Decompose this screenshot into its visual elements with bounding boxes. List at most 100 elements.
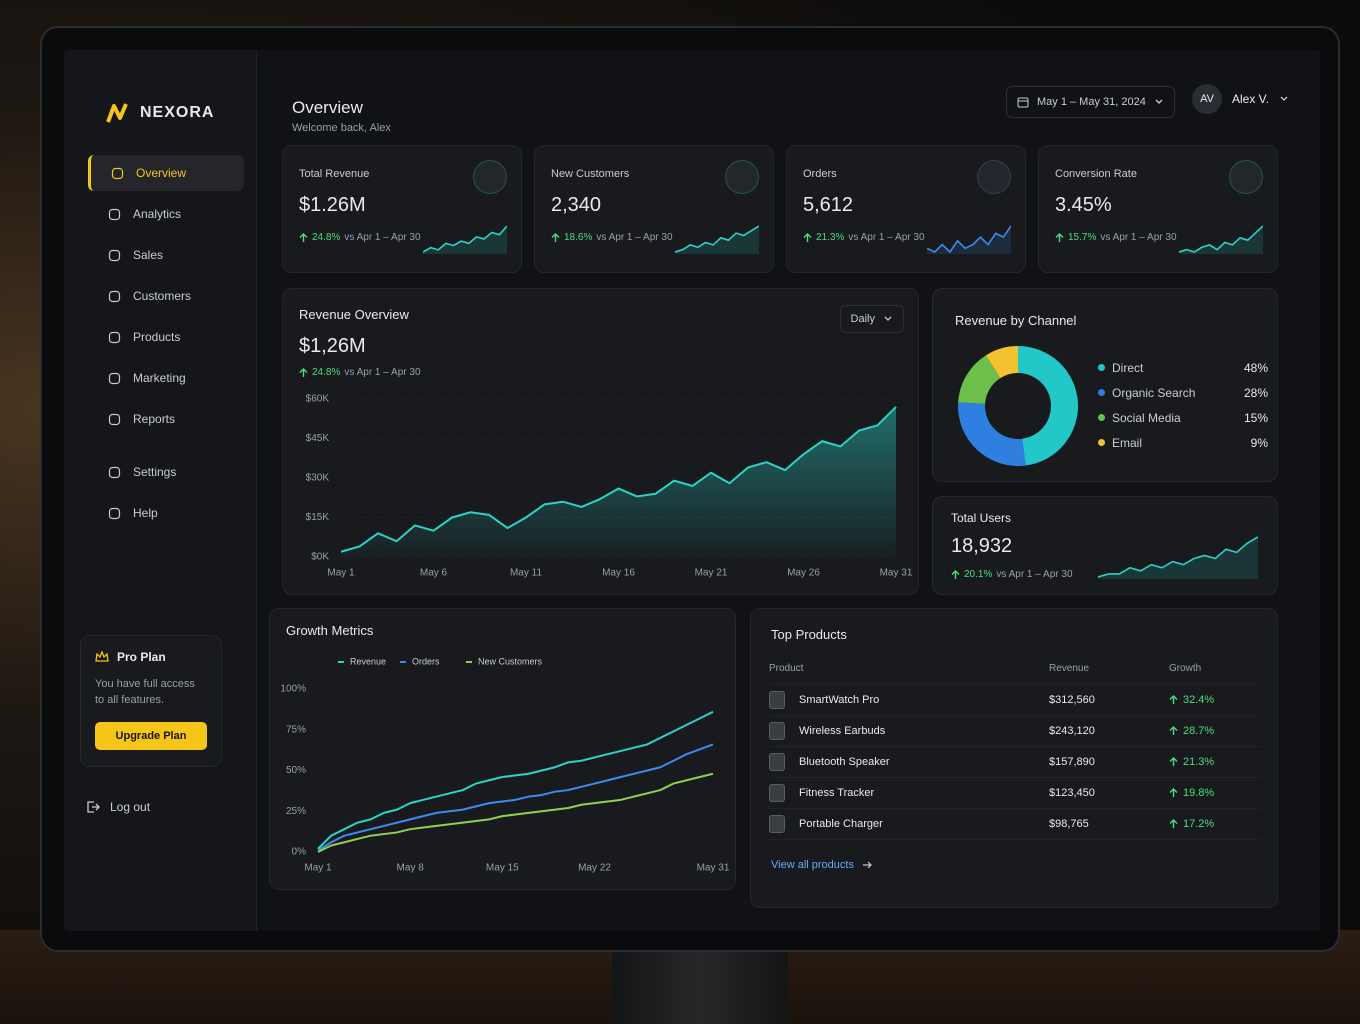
- product-revenue: $243,120: [1049, 725, 1095, 737]
- icon-shape: [108, 208, 121, 220]
- sparkline-line: [1098, 536, 1258, 578]
- legend-label: Direct: [1112, 360, 1144, 375]
- x-tick-label: May 22: [578, 863, 611, 874]
- kpi-label: Orders: [803, 168, 837, 180]
- nav-item[interactable]: Sales: [88, 237, 244, 273]
- nav-item[interactable]: Customers: [88, 278, 244, 314]
- nav-label: Customers: [133, 289, 192, 303]
- nav-icon: [111, 167, 124, 179]
- legend-value: 15%: [1243, 410, 1268, 425]
- up-arrow: [1169, 695, 1178, 704]
- table-row: Wireless Earbuds $243,120 28.7%: [769, 716, 1261, 747]
- product-thumb: [769, 753, 785, 771]
- nav-label: Settings: [133, 465, 177, 479]
- product-revenue: $123,450: [1049, 787, 1095, 799]
- legend-item: Organic Search 28%: [1098, 380, 1268, 405]
- nav-label: Products: [133, 330, 181, 344]
- sparkline-line: [675, 225, 759, 253]
- arrow-path: [1169, 695, 1178, 704]
- y-tick-label: $30K: [306, 473, 330, 484]
- logout-icon: [87, 801, 100, 813]
- kpi-icon: [1229, 160, 1263, 194]
- table-row: Fitness Tracker $123,450 19.8%: [769, 778, 1261, 809]
- nav-label: Sales: [133, 248, 164, 262]
- page-title: Overview: [292, 98, 363, 117]
- user-name: Alex V.: [1232, 92, 1269, 106]
- x-tick-label: May 21: [695, 568, 728, 579]
- kpi-value: 2,340: [551, 194, 602, 216]
- page-subtitle: Welcome back, Alex: [292, 122, 391, 134]
- nav-item[interactable]: Settings: [88, 454, 244, 490]
- card-title: Top Products: [771, 627, 847, 642]
- nav-item[interactable]: Help: [88, 495, 244, 531]
- series-line: [317, 772, 714, 853]
- logout-label: Log out: [110, 800, 151, 814]
- plan-title: Pro Plan: [117, 650, 166, 664]
- y-tick-label: 100%: [280, 684, 306, 695]
- legend-label: Email: [1112, 435, 1143, 450]
- card-title: Growth Metrics: [286, 623, 374, 638]
- arrow-path: [1169, 788, 1178, 797]
- y-tick-label: $15K: [306, 512, 330, 523]
- nav-icon: [108, 372, 121, 384]
- series-line: [317, 743, 714, 852]
- kpi-label: Total Users: [951, 511, 1012, 525]
- legend-label: Orders: [412, 656, 440, 666]
- up-arrow: [1169, 788, 1178, 797]
- logo-mark: [106, 103, 128, 123]
- nav-item[interactable]: Reports: [88, 401, 244, 437]
- x-tick-label: May 15: [486, 863, 519, 874]
- link-label: View all products: [771, 859, 854, 871]
- icon-shape: [108, 507, 121, 519]
- up-arrow: [1169, 726, 1178, 735]
- donut-slice: [985, 346, 1018, 379]
- table-row: SmartWatch Pro $312,560 32.4%: [769, 685, 1261, 716]
- nav-item[interactable]: Products: [88, 319, 244, 355]
- change: 21.3%: [816, 232, 845, 243]
- legend-item: Email 9%: [1098, 430, 1268, 455]
- logo: NEXORA: [106, 102, 214, 124]
- up-arrow: [1169, 819, 1178, 828]
- nav-item[interactable]: Analytics: [88, 196, 244, 232]
- period: Daily: [850, 313, 875, 325]
- period-select[interactable]: Daily: [839, 305, 904, 333]
- monitor-stand: [612, 940, 788, 1024]
- x-tick-label: May 16: [602, 568, 635, 579]
- sparkline-line: [1179, 225, 1263, 253]
- up-arrow: [951, 569, 960, 579]
- x-tick-label: May 31: [880, 568, 913, 579]
- donut-slice: [958, 355, 1001, 404]
- up-arrow: [1055, 232, 1064, 242]
- nav-item[interactable]: Overview: [88, 155, 244, 191]
- up-arrow: [299, 367, 308, 377]
- product-growth: 17.2%: [1169, 818, 1261, 830]
- legend-item: Direct 48%: [1098, 355, 1268, 380]
- y-tick-label: 75%: [286, 724, 306, 735]
- logout[interactable]: Log out: [86, 800, 150, 814]
- legend-value: 48%: [1243, 360, 1268, 375]
- change: 18.6%: [564, 232, 593, 243]
- sparkline: [675, 225, 759, 254]
- icon-shape: [108, 466, 121, 478]
- product-name: Portable Charger: [799, 818, 883, 830]
- date-picker[interactable]: May 1 – May 31, 2024: [1006, 86, 1175, 118]
- kpi-icon: [977, 160, 1011, 194]
- y-tick-label: 25%: [286, 806, 306, 817]
- kpi-icon: [473, 160, 507, 194]
- arrow-path: [1169, 726, 1178, 735]
- x-tick-label: May 6: [420, 568, 448, 579]
- arrow-path: [803, 232, 812, 242]
- upgrade-button[interactable]: Upgrade Plan: [95, 722, 207, 750]
- product-thumb: [769, 722, 785, 740]
- y-tick-label: $0K: [311, 552, 329, 563]
- header-cell: Revenue: [1049, 662, 1090, 674]
- user-menu[interactable]: AV Alex V.: [1192, 84, 1289, 114]
- change-row: 24.8% vs Apr 1 – Apr 30: [299, 232, 421, 243]
- kpi-label: Conversion Rate: [1055, 168, 1137, 180]
- product-growth: 19.8%: [1169, 787, 1261, 799]
- view-all-link[interactable]: View all products: [771, 859, 872, 871]
- nav-icon: [108, 249, 121, 261]
- nav-icon: [108, 466, 121, 478]
- nav-item[interactable]: Marketing: [88, 360, 244, 396]
